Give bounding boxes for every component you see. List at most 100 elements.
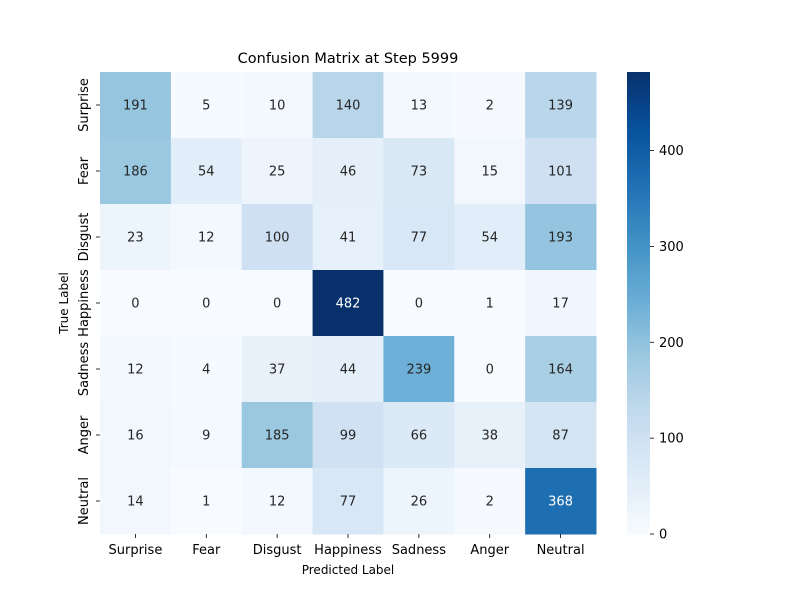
heatmap-cell <box>170 468 243 535</box>
cell-value-label: 15 <box>481 165 498 180</box>
x-tick-label: Sadness <box>392 543 446 558</box>
colorbar-segment <box>627 202 650 208</box>
colorbar-segment <box>627 314 650 319</box>
heatmap-cell <box>383 204 455 271</box>
colorbar-segment <box>627 322 650 327</box>
cell-value-label: 44 <box>340 363 357 378</box>
cell-value-label: 2 <box>486 495 494 510</box>
colorbar-segment <box>627 287 650 293</box>
x-tick-label: Fear <box>192 543 221 558</box>
heatmap-cell <box>525 138 597 205</box>
cell-value-label: 164 <box>548 363 573 378</box>
heatmap-cell <box>525 72 597 139</box>
colorbar-segment <box>627 364 650 370</box>
y-axis-ticks: Surprise Fear Disgust Happiness Sadness Anger… <box>77 78 100 525</box>
cell-value-label: 4 <box>202 363 210 378</box>
cell-value-label: 0 <box>202 297 210 312</box>
cell-value-label: 193 <box>548 231 573 246</box>
colorbar-segment <box>627 279 650 285</box>
heatmap-cell <box>100 402 172 469</box>
heatmap-cell <box>312 72 384 139</box>
heatmap-cell <box>100 336 172 403</box>
colorbar-segment <box>627 418 650 423</box>
colorbar-segment <box>627 283 650 289</box>
colorbar-segment <box>627 318 650 323</box>
colorbar-segment <box>627 437 650 443</box>
cell-value-label: 239 <box>406 363 431 378</box>
colorbar-segment <box>627 249 650 254</box>
colorbar-segment <box>627 233 650 239</box>
colorbar-segment <box>627 522 650 527</box>
cell-value-label: 77 <box>340 495 357 510</box>
heatmap-cell <box>525 402 597 469</box>
colorbar-segment <box>627 72 650 77</box>
colorbar-segment <box>627 433 650 439</box>
cell-value-label: 14 <box>127 495 144 510</box>
colorbar-segment <box>627 172 650 177</box>
cell-value-label: 13 <box>411 99 428 114</box>
x-tick-label: Surprise <box>109 543 163 558</box>
colorbar-segment <box>627 306 650 312</box>
colorbar-segment <box>627 75 650 81</box>
colorbar-segment <box>627 229 650 235</box>
heatmap-cell <box>170 138 243 205</box>
colorbar-segment <box>627 495 650 500</box>
colorbar-segment <box>627 87 650 92</box>
colorbar-segment <box>627 106 650 112</box>
colorbar-segment <box>627 83 650 88</box>
x-axis-ticks: Surprise Fear Disgust Happiness Sadness Anger… <box>109 534 585 558</box>
colorbar-segment <box>627 245 650 250</box>
colorbar-segment <box>627 510 650 516</box>
heatmap-cell <box>383 72 455 139</box>
colorbar-tick-label: 200 <box>659 336 684 351</box>
x-tick-label: Happiness <box>314 543 382 558</box>
colorbar-segment <box>627 260 650 266</box>
colorbar-segment <box>627 79 650 85</box>
colorbar-segment <box>627 480 650 485</box>
heatmap-cell <box>454 402 526 469</box>
y-tick-label: Anger <box>77 415 92 454</box>
colorbar-tick-label: 300 <box>659 240 684 255</box>
y-axis-label: True Label <box>57 272 71 335</box>
colorbar-segment <box>627 453 650 458</box>
colorbar-segment <box>627 114 650 119</box>
colorbar-segment <box>627 372 650 377</box>
colorbar-segment <box>627 526 650 531</box>
colorbar-segment <box>627 395 650 400</box>
colorbar-segment <box>627 406 650 412</box>
colorbar-segment <box>627 414 650 420</box>
colorbar-segment <box>627 183 650 189</box>
colorbar-segment <box>627 164 650 169</box>
heatmap-cell <box>100 138 172 205</box>
colorbar-segment <box>627 503 650 508</box>
colorbar-segment <box>627 303 650 308</box>
heatmap-cell <box>525 270 597 337</box>
cell-value-label: 38 <box>481 429 498 444</box>
cell-value-label: 12 <box>269 495 286 510</box>
cell-value-label: 0 <box>273 297 281 312</box>
colorbar-segment <box>627 403 650 408</box>
colorbar-segment <box>627 264 650 269</box>
colorbar-segment <box>627 195 650 200</box>
heatmap-cell <box>100 468 172 535</box>
heatmap-cell <box>241 402 314 469</box>
colorbar-segment <box>627 499 650 504</box>
colorbar-segment <box>627 149 650 154</box>
heatmap-cell <box>100 72 172 139</box>
heatmap-cell <box>454 270 526 337</box>
colorbar-segment <box>627 295 650 300</box>
cell-value-label: 12 <box>127 363 144 378</box>
heatmap-cell <box>170 336 243 403</box>
heatmap-cell <box>312 270 384 337</box>
heatmap-cell <box>100 270 172 337</box>
heatmap-cell <box>312 138 384 205</box>
cell-value-label: 54 <box>198 165 215 180</box>
colorbar-segment <box>627 118 650 123</box>
cell-value-label: 25 <box>269 165 286 180</box>
colorbar-segment <box>627 291 650 296</box>
cell-value-label: 185 <box>265 429 290 444</box>
x-axis-label: Predicted Label <box>302 563 395 577</box>
colorbar-segment <box>627 175 650 181</box>
